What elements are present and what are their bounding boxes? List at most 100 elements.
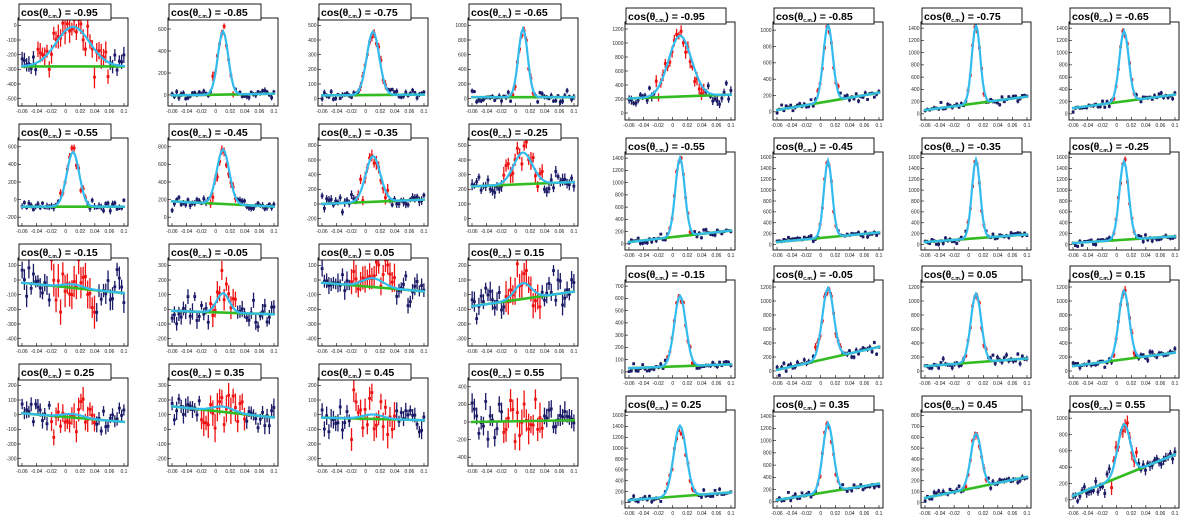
x-tick-label: -0.02	[948, 511, 960, 517]
data-point	[715, 365, 719, 368]
data-point	[1002, 100, 1006, 104]
data-point	[937, 489, 941, 493]
y-tick-label: 0	[1065, 369, 1068, 375]
y-tick-label: 0	[1065, 112, 1068, 118]
panel-right-10: 0 200 400 600 800 1000 1200 -0.06 -0.04 -0.02 0 0.0…	[760, 265, 884, 387]
y-tick-label: 800	[1059, 432, 1068, 438]
data-point	[1171, 457, 1175, 461]
data-point	[65, 22, 69, 26]
y-tick-label: 1400	[908, 166, 919, 172]
data-point	[796, 103, 799, 107]
data-point	[411, 88, 414, 92]
x-tick-label: 0.04	[993, 123, 1003, 129]
data-point	[724, 360, 728, 364]
x-tick-label: -0.06	[466, 109, 478, 115]
data-point	[1083, 485, 1086, 489]
data-point	[1078, 366, 1082, 370]
x-tick-label: 0.02	[375, 469, 385, 475]
x-tick-label: 0	[1115, 253, 1118, 259]
y-tick-label: 1400	[1056, 166, 1067, 172]
data-point	[850, 489, 854, 493]
panel-left-6: 0 200 400 600 800 -0.06 -0.04 -0.02 0 0.02 0.04 0.0…	[158, 123, 279, 235]
y-tick-label: 0	[769, 242, 772, 248]
x-tick-label: 0	[64, 469, 67, 475]
data-point	[258, 417, 262, 421]
y-tick-label: 200	[458, 263, 467, 269]
data-point	[193, 91, 197, 95]
y-tick-label: 100	[308, 398, 317, 404]
data-point	[1121, 429, 1125, 433]
x-tick-label: 0	[967, 123, 970, 129]
data-point	[558, 414, 562, 417]
data-point	[718, 360, 721, 364]
data-point	[859, 483, 863, 487]
data-point	[356, 411, 360, 414]
signal-fit-curve	[321, 413, 425, 422]
x-tick-label: -0.06	[466, 469, 478, 475]
x-tick-label: -0.04	[481, 109, 493, 115]
data-point	[1123, 289, 1127, 292]
data-point	[668, 60, 672, 64]
y-tick-label: -300	[306, 322, 316, 328]
data-point	[540, 290, 544, 294]
panel-title-box	[1069, 7, 1171, 25]
x-tick-label: -0.02	[195, 469, 207, 475]
signal-fit-curve	[20, 281, 126, 295]
signal-fit-curve	[775, 285, 881, 372]
data-point	[991, 480, 995, 484]
data-point	[27, 266, 31, 270]
data-point	[113, 53, 117, 57]
data-point	[570, 176, 574, 180]
x-tick-label: 0.1	[421, 229, 428, 235]
data-point	[814, 345, 817, 349]
x-tick-label: 0	[64, 109, 67, 115]
data-point	[996, 101, 999, 105]
data-point	[1105, 472, 1109, 476]
y-tick-label: -200	[6, 307, 16, 313]
x-tick-label: 0.02	[978, 381, 988, 387]
y-tick-label: 200	[308, 67, 317, 73]
y-tick-label: -200	[156, 336, 166, 342]
data-point	[477, 175, 481, 179]
data-point	[482, 424, 485, 428]
signal-fit-curve	[470, 151, 576, 188]
data-point	[113, 201, 117, 205]
y-tick-label: 400	[763, 77, 772, 83]
data-point	[636, 500, 640, 504]
x-tick-label: -0.04	[331, 349, 343, 355]
panel-title: cos(θc.m.) = 0.35	[776, 399, 849, 412]
y-tick-label: 1000	[760, 28, 771, 34]
x-tick-label: -0.02	[345, 469, 357, 475]
panel-title-box	[318, 123, 412, 141]
x-tick-label: -0.06	[919, 381, 931, 387]
y-tick-label: 1000	[612, 41, 623, 47]
y-tick-label: 0	[164, 427, 167, 433]
data-point	[1132, 351, 1136, 355]
x-tick-label: 0	[64, 349, 67, 355]
data-point	[1155, 355, 1159, 359]
x-tick-label: 0	[671, 511, 674, 517]
data-point	[1171, 236, 1175, 240]
x-tick-label: 0.1	[271, 469, 278, 475]
data-point	[645, 241, 649, 245]
data-point	[338, 405, 342, 409]
panel-left-3: 0 100 200 300 400 500 -0.06 -0.04 -0.02 0 0.02 0.04…	[308, 3, 429, 115]
data-point	[563, 94, 567, 98]
data-point	[343, 289, 347, 293]
x-tick-label: -0.06	[623, 511, 635, 517]
data-point	[497, 402, 501, 406]
data-point	[693, 80, 697, 83]
data-point	[565, 415, 569, 418]
x-tick-label: 0	[214, 229, 217, 235]
data-point	[497, 291, 501, 294]
data-point	[197, 315, 201, 318]
panel-right-4: 0 200 400 600 800 1000 1200 1400 -0.06 -0.04 -0.02…	[1056, 7, 1180, 129]
data-point	[240, 307, 244, 311]
data-point	[536, 100, 540, 104]
data-point	[327, 198, 331, 202]
data-point	[84, 275, 87, 278]
data-point	[56, 279, 60, 283]
y-tick-label: 1000	[612, 446, 623, 452]
data-point	[1096, 105, 1100, 108]
data-point	[1153, 459, 1156, 462]
